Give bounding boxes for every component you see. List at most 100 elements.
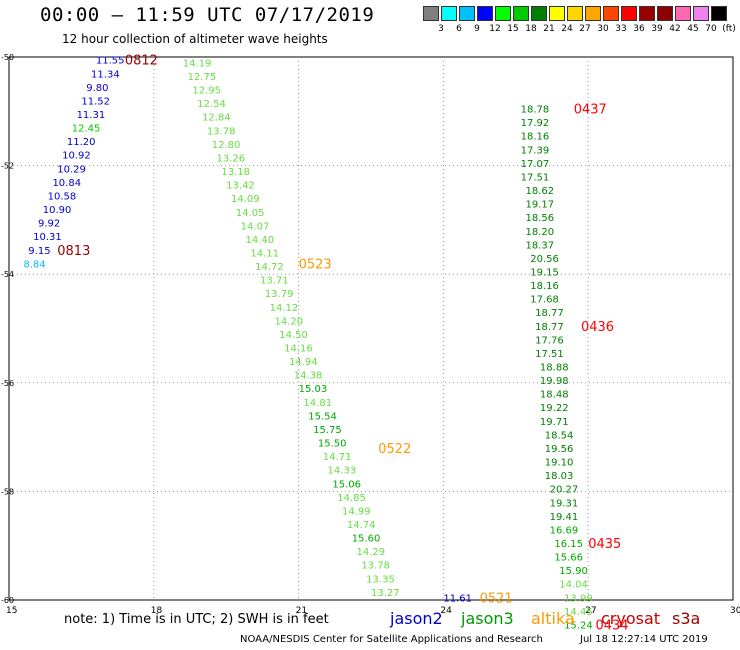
legend-label: 33 bbox=[615, 24, 627, 34]
legend-swatch bbox=[513, 6, 529, 21]
data-label: 19.17 bbox=[525, 200, 554, 211]
x-tick-label: 21 bbox=[296, 606, 307, 616]
data-label: 11.61 bbox=[443, 593, 472, 604]
data-label: 14.71 bbox=[323, 452, 352, 463]
data-label: 14.38 bbox=[294, 371, 323, 382]
satellite-legend-item: cryosat bbox=[601, 609, 661, 628]
data-label: 18.77 bbox=[535, 322, 564, 333]
data-label: 17.51 bbox=[535, 349, 564, 360]
footer-note: note: 1) Time is in UTC; 2) SWH is in fe… bbox=[64, 612, 329, 627]
data-label: 15.66 bbox=[554, 553, 583, 564]
data-label: 10.58 bbox=[48, 191, 77, 202]
data-label: 11.34 bbox=[91, 69, 120, 80]
chart-title: 00:00 – 11:59 UTC 07/17/2019 bbox=[40, 4, 375, 26]
legend-label: 21 bbox=[543, 24, 555, 34]
pass-time-label: 0523 bbox=[299, 257, 332, 272]
data-label: 19.15 bbox=[530, 267, 559, 278]
data-label: 14.20 bbox=[274, 316, 303, 327]
legend-swatch bbox=[531, 6, 547, 21]
legend-label: 9 bbox=[474, 24, 480, 34]
legend-swatch bbox=[495, 6, 511, 21]
pass-time-label: 0812 bbox=[125, 54, 158, 69]
data-label: 19.41 bbox=[550, 512, 579, 523]
satellite-legend-item: jason2 bbox=[390, 609, 443, 628]
data-label: 16.69 bbox=[550, 525, 579, 536]
data-label: 15.06 bbox=[332, 479, 361, 490]
data-label: 17.51 bbox=[521, 172, 550, 183]
data-label: 19.10 bbox=[545, 458, 574, 469]
legend-swatch bbox=[621, 6, 637, 21]
legend-swatch bbox=[585, 6, 601, 21]
data-label: 12.75 bbox=[188, 72, 217, 83]
x-tick-label: 18 bbox=[151, 606, 163, 616]
data-label: 13.78 bbox=[207, 126, 236, 137]
data-label: 15.03 bbox=[299, 384, 328, 395]
data-label: 10.84 bbox=[52, 178, 81, 189]
legend-swatch bbox=[441, 6, 457, 21]
data-label: 8.84 bbox=[23, 259, 45, 270]
y-tick-label: -60 bbox=[1, 596, 14, 605]
data-label: 11.31 bbox=[77, 110, 106, 121]
legend-swatch bbox=[549, 6, 565, 21]
data-label: 10.31 bbox=[33, 232, 62, 243]
data-label: 14.99 bbox=[342, 506, 371, 517]
legend-swatch bbox=[423, 6, 439, 21]
pass-time-label: 0813 bbox=[57, 244, 90, 259]
legend-label: 70 bbox=[705, 24, 717, 34]
data-label: 13.42 bbox=[226, 181, 255, 192]
data-label: 14.45 bbox=[564, 607, 593, 618]
data-label: 19.98 bbox=[540, 376, 569, 387]
y-tick-label: -50 bbox=[1, 53, 14, 62]
data-label: 14.16 bbox=[284, 344, 313, 355]
data-label: 15.75 bbox=[313, 425, 342, 436]
data-label: 18.77 bbox=[535, 308, 564, 319]
data-label: 14.09 bbox=[231, 194, 260, 205]
data-label: 14.40 bbox=[246, 235, 275, 246]
data-label: 20.27 bbox=[550, 485, 579, 496]
data-label: 18.03 bbox=[545, 471, 574, 482]
legend-label: 18 bbox=[525, 24, 537, 34]
data-label: 14.33 bbox=[328, 466, 357, 477]
data-label: 18.20 bbox=[525, 227, 554, 238]
data-label: 18.16 bbox=[530, 281, 559, 292]
chart-subtitle: 12 hour collection of altimeter wave hei… bbox=[62, 32, 328, 46]
legend-swatch bbox=[657, 6, 673, 21]
legend-label: 27 bbox=[579, 24, 591, 34]
legend-label: 24 bbox=[561, 24, 573, 34]
data-label: 19.31 bbox=[550, 498, 579, 509]
data-label: 15.24 bbox=[564, 620, 593, 631]
data-label: 12.84 bbox=[202, 113, 231, 124]
data-label: 14.19 bbox=[183, 58, 212, 69]
legend-swatch bbox=[567, 6, 583, 21]
y-tick-label: -52 bbox=[1, 162, 14, 171]
legend-label: (ft) bbox=[722, 24, 736, 34]
data-label: 10.29 bbox=[57, 164, 86, 175]
legend-swatch bbox=[639, 6, 655, 21]
data-label: 19.71 bbox=[540, 417, 569, 428]
data-label: 14.11 bbox=[250, 248, 279, 259]
x-tick-label: 30 bbox=[730, 606, 740, 616]
data-label: 17.76 bbox=[535, 335, 564, 346]
data-label: 10.90 bbox=[43, 205, 72, 216]
legend-label: 39 bbox=[651, 24, 663, 34]
data-label: 18.37 bbox=[525, 240, 554, 251]
data-label: 14.50 bbox=[279, 330, 308, 341]
x-tick-label: 24 bbox=[440, 606, 452, 616]
data-label: 17.68 bbox=[530, 295, 559, 306]
data-label: 11.20 bbox=[67, 137, 96, 148]
legend-swatch bbox=[693, 6, 709, 21]
data-label: 15.60 bbox=[352, 534, 381, 545]
pass-time-label: 0435 bbox=[588, 537, 621, 552]
pass-time-label: 0436 bbox=[581, 320, 614, 335]
legend-label: 15 bbox=[507, 24, 519, 34]
data-label: 10.92 bbox=[62, 151, 91, 162]
legend-label: 42 bbox=[669, 24, 681, 34]
satellite-legend-item: jason3 bbox=[461, 609, 514, 628]
data-label: 13.35 bbox=[366, 574, 395, 585]
data-label: 12.54 bbox=[197, 99, 226, 110]
satellite-legend-item: altika bbox=[531, 609, 575, 628]
data-label: 15.54 bbox=[308, 411, 337, 422]
data-label: 18.56 bbox=[525, 213, 554, 224]
y-tick-label: -58 bbox=[1, 487, 14, 496]
